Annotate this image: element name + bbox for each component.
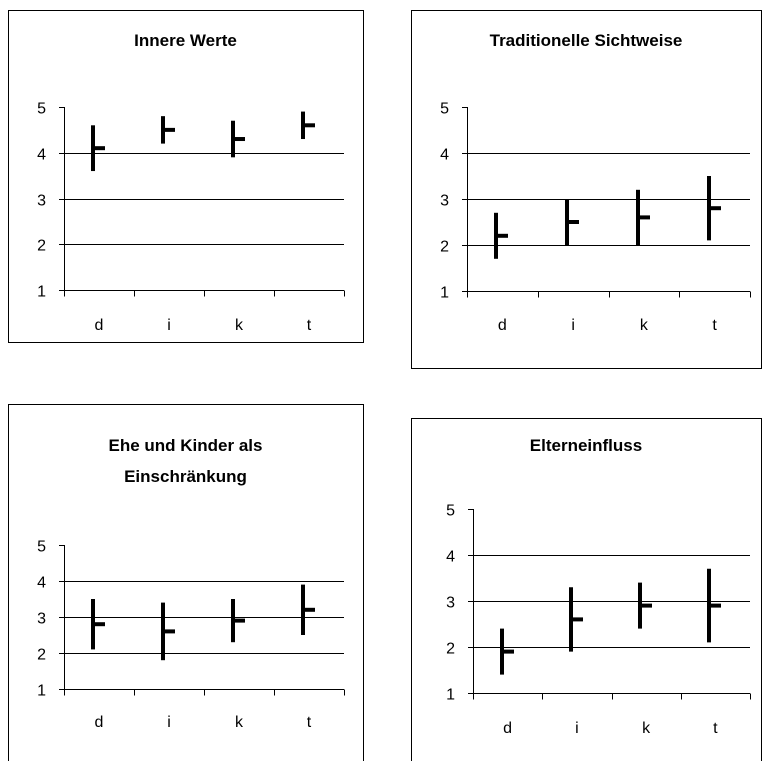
x-tick-label: i	[167, 317, 171, 334]
chart-frame	[411, 418, 762, 761]
x-tick-label: t	[307, 317, 312, 334]
y-tick-label: 1	[37, 284, 46, 301]
y-tick-label: 2	[446, 641, 455, 658]
x-tick-label: d	[95, 317, 104, 334]
y-tick-label: 3	[446, 595, 455, 612]
chart-2: Traditionelle Sichtweise 1 2 3 4 5 d i k t	[411, 10, 762, 369]
x-tick-label: t	[713, 720, 718, 737]
x-tick-label: k	[235, 317, 244, 334]
x-tick-label: d	[95, 714, 104, 731]
y-tick-label: 4	[37, 147, 46, 164]
y-tick-label: 5	[440, 101, 449, 118]
y-tick-label: 5	[446, 503, 455, 520]
x-tick-label: t	[712, 317, 717, 334]
x-tick-label: k	[642, 720, 651, 737]
y-tick-label: 3	[37, 611, 46, 628]
y-tick-label: 4	[446, 549, 455, 566]
x-tick-label: d	[498, 317, 507, 334]
x-tick-label: t	[307, 714, 312, 731]
chart-frame	[411, 10, 762, 369]
y-tick-label: 2	[37, 647, 46, 664]
y-tick-label: 5	[37, 101, 46, 118]
y-tick-label: 2	[37, 238, 46, 255]
x-tick-label: i	[571, 317, 575, 334]
chart-title: Elterneinfluss	[530, 436, 642, 455]
y-tick-label: 4	[440, 147, 449, 164]
x-tick-label: i	[167, 714, 171, 731]
chart-frame	[8, 10, 364, 343]
chart-title: Ehe und Kinder als	[109, 436, 263, 455]
y-tick-label: 1	[446, 687, 455, 704]
y-tick-label: 1	[37, 683, 46, 700]
chart-title: Traditionelle Sichtweise	[490, 31, 683, 50]
x-tick-label: i	[575, 720, 579, 737]
y-tick-label: 3	[440, 193, 449, 210]
chart-4: Elterneinfluss 1 2 3 4 5 d i k t	[411, 418, 762, 761]
chart-title: Innere Werte	[134, 31, 237, 50]
y-tick-label: 4	[37, 575, 46, 592]
chart-1: Innere Werte 1 2 3 4 5 d i k t	[8, 10, 364, 343]
y-tick-label: 5	[37, 539, 46, 556]
x-tick-label: k	[640, 317, 649, 334]
y-tick-label: 1	[440, 285, 449, 302]
chart-frame	[8, 404, 364, 761]
x-tick-label: d	[503, 720, 512, 737]
chart-title: Einschränkung	[124, 467, 247, 486]
y-tick-label: 2	[440, 239, 449, 256]
y-tick-label: 3	[37, 193, 46, 210]
x-tick-label: k	[235, 714, 244, 731]
chart-3: Ehe und Kinder als Einschränkung 1 2 3 4 5 d i k t	[8, 404, 364, 761]
